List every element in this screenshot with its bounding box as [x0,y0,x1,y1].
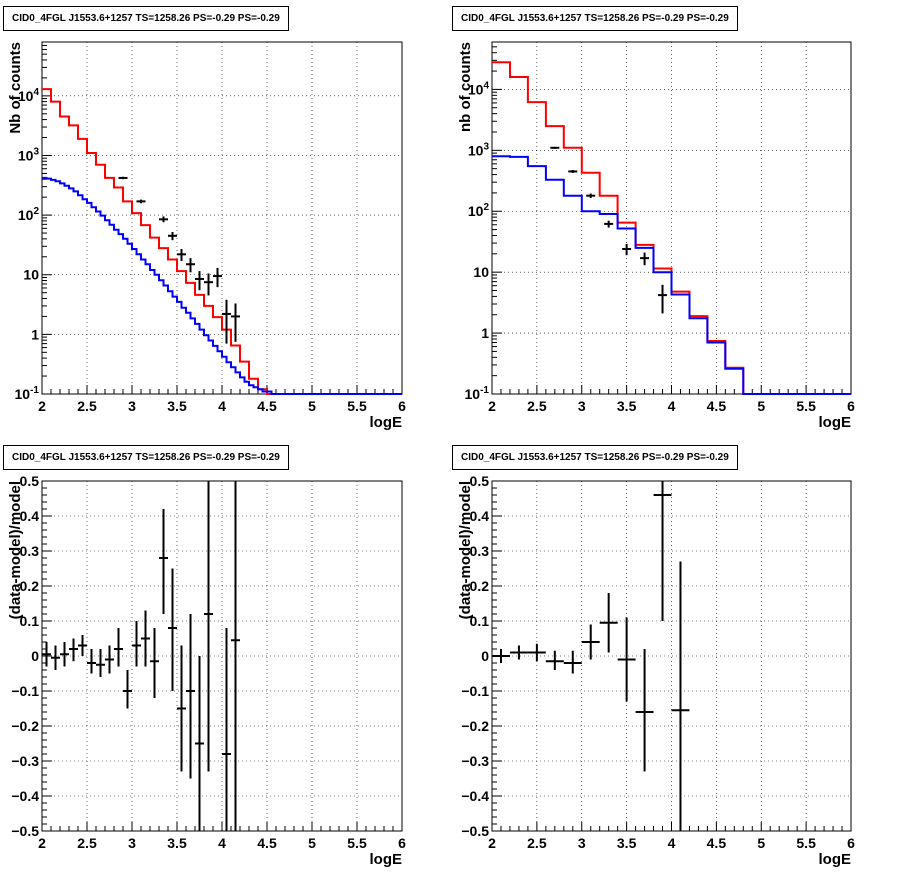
x-tick-label: 3.5 [167,835,187,851]
y-tick-label: 0.4 [470,508,490,524]
histogram-line [42,176,402,395]
histogram-line [492,155,851,395]
panel-residual-right: 2 2.5 3 3.5 4 4.5 5 5.5 6 −0.5 −0.4 −0.3 −0.2 −0.1 0 0.… [449,437,898,875]
y-tick-label: 102 [468,202,490,219]
y-axis-title: (data-model)/model [7,481,24,619]
x-tick-label: 3.5 [617,835,637,851]
y-tick-label: 0.2 [20,578,40,594]
y-tick-label: 0.5 [470,473,490,489]
y-tick-label: 0.3 [470,543,490,559]
panel-residual-left: 2 2.5 3 3.5 4 4.5 5 5.5 6 −0.5 −0.4 −0.3 −0.2 −0.1 0 0.… [0,437,449,875]
x-tick-label: 4.5 [707,398,727,414]
panel-counts-right: 2 2.5 3 3.5 4 4.5 5 5.5 6 10-1 1 10 102 103 104 logE nb … [449,0,898,437]
x-tick-label: 3.5 [167,398,187,414]
y-axis-title: nb of counts [457,42,474,132]
x-tick-label: 2 [38,398,46,414]
x-tick-label: 3 [578,398,586,414]
x-tick-label: 2.5 [527,835,547,851]
x-tick-label: 5 [308,398,316,414]
y-axis-title: (data-model)/model [457,481,474,619]
y-tick-label: 0.2 [470,578,490,594]
residual-plot-right: 2 2.5 3 3.5 4 4.5 5 5.5 6 −0.5 −0.4 −0.3 −0.2 −0.1 0 0.… [457,473,855,868]
y-tick-label: −0.1 [461,683,489,699]
x-tick-label: 4 [668,835,676,851]
x-tick-label: 5 [757,398,765,414]
y-tick-label: 0 [31,648,39,664]
x-axis-title: logE [819,414,852,431]
x-tick-label: 4.5 [257,398,277,414]
y-tick-label: 10-1 [465,385,490,402]
y-tick-label: 104 [468,80,490,97]
y-tick-label: 0.3 [20,543,40,559]
x-tick-label: 6 [847,835,855,851]
x-axis-title: logE [370,851,403,868]
y-tick-label: 0.5 [20,473,40,489]
y-tick-label: 0.1 [20,613,40,629]
y-tick-label: −0.5 [11,823,39,839]
y-tick-label: 0.4 [20,508,40,524]
x-tick-label: 4 [668,398,676,414]
y-axis-title: Nb of counts [7,42,24,134]
x-tick-label: 2 [38,835,46,851]
plot-title: CID0_4FGL J1553.6+1257 TS=1258.26 PS=-0.… [3,6,289,31]
x-tick-label: 2.5 [77,835,97,851]
y-tick-label: 1 [481,325,489,341]
x-axis-title: logE [819,851,852,868]
y-tick-label: −0.1 [11,683,39,699]
plot-title: CID0_4FGL J1553.6+1257 TS=1258.26 PS=-0.… [452,6,738,31]
y-tick-label: 0.1 [470,613,490,629]
x-tick-label: 5.5 [347,398,367,414]
x-tick-label: 5.5 [796,835,816,851]
y-tick-label: 10 [23,267,39,283]
x-tick-label: 2.5 [77,398,97,414]
counts-plot-left: 2 2.5 3 3.5 4 4.5 5 5.5 6 10-1 1 10 102 103 104 logE Nb … [7,41,406,431]
x-tick-label: 3 [128,398,136,414]
histogram-line [492,61,851,395]
y-tick-label: −0.3 [11,753,39,769]
y-tick-label: 104 [18,87,40,104]
x-tick-label: 3 [578,835,586,851]
x-tick-label: 3.5 [617,398,637,414]
histogram-line [42,88,402,395]
panel-counts-left: 2 2.5 3 3.5 4 4.5 5 5.5 6 10-1 1 10 102 103 104 logE Nb … [0,0,449,437]
x-tick-label: 5 [757,835,765,851]
y-tick-label: 103 [18,146,40,163]
y-tick-label: 0 [481,648,489,664]
x-tick-label: 5 [308,835,316,851]
x-tick-label: 6 [847,398,855,414]
x-tick-label: 4 [218,835,226,851]
y-tick-label: −0.2 [461,718,489,734]
y-tick-label: −0.2 [11,718,39,734]
x-tick-label: 5.5 [796,398,816,414]
y-tick-label: −0.5 [461,823,489,839]
x-tick-label: 4 [218,398,226,414]
residual-plot-left: 2 2.5 3 3.5 4 4.5 5 5.5 6 −0.5 −0.4 −0.3 −0.2 −0.1 0 0.… [7,473,406,868]
y-tick-label: −0.4 [461,788,489,804]
plot-title: CID0_4FGL J1553.6+1257 TS=1258.26 PS=-0.… [452,445,738,470]
x-tick-label: 2 [488,835,496,851]
x-tick-label: 5.5 [347,835,367,851]
x-tick-label: 2 [488,398,496,414]
y-tick-label: 1 [31,326,39,342]
x-tick-label: 6 [398,835,406,851]
y-tick-label: 103 [468,141,490,158]
x-tick-label: 6 [398,398,406,414]
x-tick-label: 4.5 [707,835,727,851]
counts-plot-right: 2 2.5 3 3.5 4 4.5 5 5.5 6 10-1 1 10 102 103 104 logE nb … [457,41,855,431]
x-tick-label: 4.5 [257,835,277,851]
y-tick-label: 10 [473,264,489,280]
x-tick-label: 2.5 [527,398,547,414]
plot-title: CID0_4FGL J1553.6+1257 TS=1258.26 PS=-0.… [3,445,289,470]
y-tick-label: 10-1 [15,385,40,402]
y-tick-label: −0.4 [11,788,39,804]
x-tick-label: 3 [128,835,136,851]
y-tick-label: −0.3 [461,753,489,769]
x-axis-title: logE [370,414,403,431]
y-tick-label: 102 [18,206,40,223]
